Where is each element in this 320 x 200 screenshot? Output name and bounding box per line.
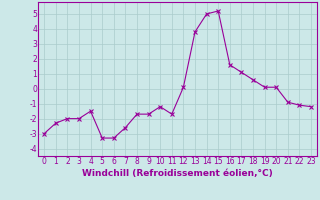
X-axis label: Windchill (Refroidissement éolien,°C): Windchill (Refroidissement éolien,°C)	[82, 169, 273, 178]
